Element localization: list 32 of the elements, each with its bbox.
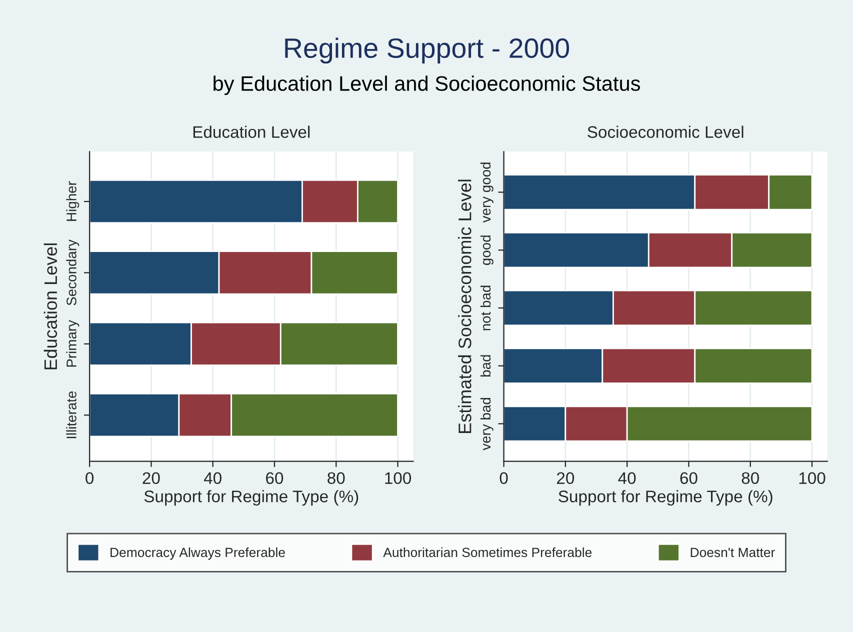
x-tick-label: 40: [618, 472, 636, 484]
text: Regime Support - 2000: [285, 38, 570, 64]
x-tick-label: 20: [142, 472, 160, 484]
y-tick-label: bad: [480, 355, 491, 377]
x-tick-label: 100: [385, 472, 412, 484]
y-tick-label: very bad: [480, 398, 494, 450]
legend-label: Doesn't Matter: [690, 548, 775, 558]
chart-title: Education Level: [193, 126, 310, 138]
y-tick-label: very good: [480, 162, 494, 223]
y-axis-title: Estimated Socioeconomic Level: [458, 180, 472, 433]
text: by Education Level and Socioeconomic Status: [214, 76, 640, 96]
y-tick-label: good: [480, 236, 494, 265]
x-tick-label: 0: [86, 472, 94, 484]
x-tick-label: 80: [328, 472, 345, 484]
y-tick-label: Secondary: [66, 240, 80, 306]
x-tick-label: 60: [266, 472, 284, 484]
x-axis-title: Support for Regime Type (%): [558, 490, 772, 506]
x-tick-label: 80: [742, 472, 759, 484]
x-tick-label: 20: [557, 472, 574, 484]
y-tick-label: Higher: [66, 181, 80, 221]
y-axis-title: Education Level: [44, 243, 58, 370]
x-tick-label: 40: [204, 472, 222, 484]
y-tick-label: not bad: [480, 286, 491, 330]
y-tick-label: Primary: [66, 320, 80, 367]
chart-title: Socioeconomic Level: [588, 126, 744, 138]
x-tick-label: 0: [500, 472, 508, 484]
x-tick-label: 100: [799, 472, 826, 484]
legend-label: Authoritarian Sometimes Preferable: [383, 547, 592, 558]
x-tick-label: 60: [680, 472, 698, 484]
x-axis-title: Support for Regime Type (%): [144, 490, 358, 506]
y-tick-label: Illiterate: [66, 391, 76, 438]
legend-label: Democracy Always Preferable: [110, 547, 285, 560]
